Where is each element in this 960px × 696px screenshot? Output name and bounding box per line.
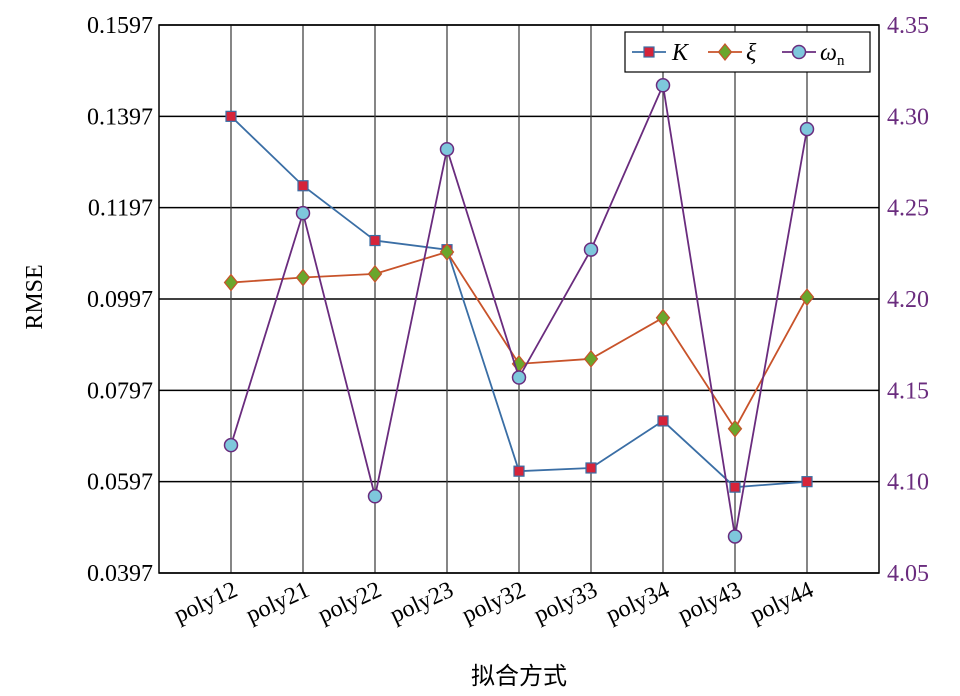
x-tick-label: poly23	[386, 577, 457, 629]
x-tick-label: poly12	[170, 577, 241, 629]
gridlines	[159, 24, 879, 574]
data-point	[585, 462, 597, 474]
data-point	[583, 242, 599, 257]
x-tick-label: poly21	[242, 577, 313, 629]
right-axis-ticks: 4.05 4.10 4.15 4.20 4.25 4.30 4.35	[887, 13, 929, 587]
right-tick-label: 4.10	[887, 470, 929, 496]
data-point	[727, 529, 743, 544]
left-tick-label: 0.1597	[87, 13, 153, 39]
data-point	[295, 205, 311, 221]
data-point	[439, 141, 455, 157]
x-axis-ticks: poly12 poly21 poly22 poly23 poly32 poly33 poly…	[170, 577, 817, 629]
legend-label: ξ	[746, 40, 757, 66]
x-tick-label: poly43	[674, 577, 745, 629]
series-layer	[223, 78, 815, 544]
data-point	[225, 110, 237, 122]
x-tick-label: poly33	[530, 577, 601, 629]
right-tick-label: 4.05	[887, 561, 929, 587]
series-2	[223, 78, 815, 544]
x-tick-label: poly34	[602, 577, 673, 629]
left-tick-label: 0.0997	[87, 287, 153, 313]
data-point	[799, 121, 815, 137]
left-tick-label: 0.0597	[87, 470, 153, 496]
data-point	[295, 268, 311, 287]
data-point	[369, 234, 381, 247]
right-tick-label: 4.30	[887, 104, 929, 130]
x-tick-label: poly44	[746, 577, 817, 629]
data-point	[223, 437, 239, 453]
legend-label: ωn	[820, 40, 845, 69]
right-tick-label: 4.20	[887, 287, 929, 313]
right-tick-label: 4.15	[887, 378, 929, 404]
data-point	[727, 419, 743, 438]
data-point	[657, 415, 669, 427]
data-point	[297, 180, 309, 192]
left-tick-label: 0.0797	[87, 378, 153, 404]
legend-marker	[717, 43, 733, 61]
legend-label: K	[671, 40, 690, 66]
data-point	[655, 308, 671, 327]
data-point	[655, 78, 671, 93]
legend-marker	[643, 46, 655, 58]
right-tick-label: 4.35	[887, 13, 929, 39]
data-point	[583, 349, 599, 368]
left-tick-label: 0.1397	[87, 104, 153, 130]
left-tick-label: 0.0397	[87, 561, 153, 587]
data-point	[367, 489, 383, 504]
data-point	[439, 243, 455, 261]
data-point	[729, 481, 741, 493]
data-point	[367, 264, 383, 283]
data-point	[801, 476, 813, 488]
left-tick-label: 0.1197	[88, 196, 153, 222]
left-axis-ticks: 0.0397 0.0597 0.0797 0.0997 0.1197 0.1397 0.15…	[87, 13, 153, 587]
data-point	[799, 288, 815, 307]
data-point	[223, 273, 239, 292]
x-axis-title: 拟合方式	[471, 663, 567, 690]
plot-frame	[158, 24, 880, 574]
right-tick-label: 4.25	[887, 196, 929, 222]
data-point	[511, 370, 527, 385]
x-tick-label: poly22	[314, 577, 385, 629]
legend-marker	[791, 44, 807, 60]
x-tick-label: poly32	[458, 577, 529, 629]
y-axis-title: RMSE	[22, 264, 48, 329]
data-point	[513, 465, 525, 477]
